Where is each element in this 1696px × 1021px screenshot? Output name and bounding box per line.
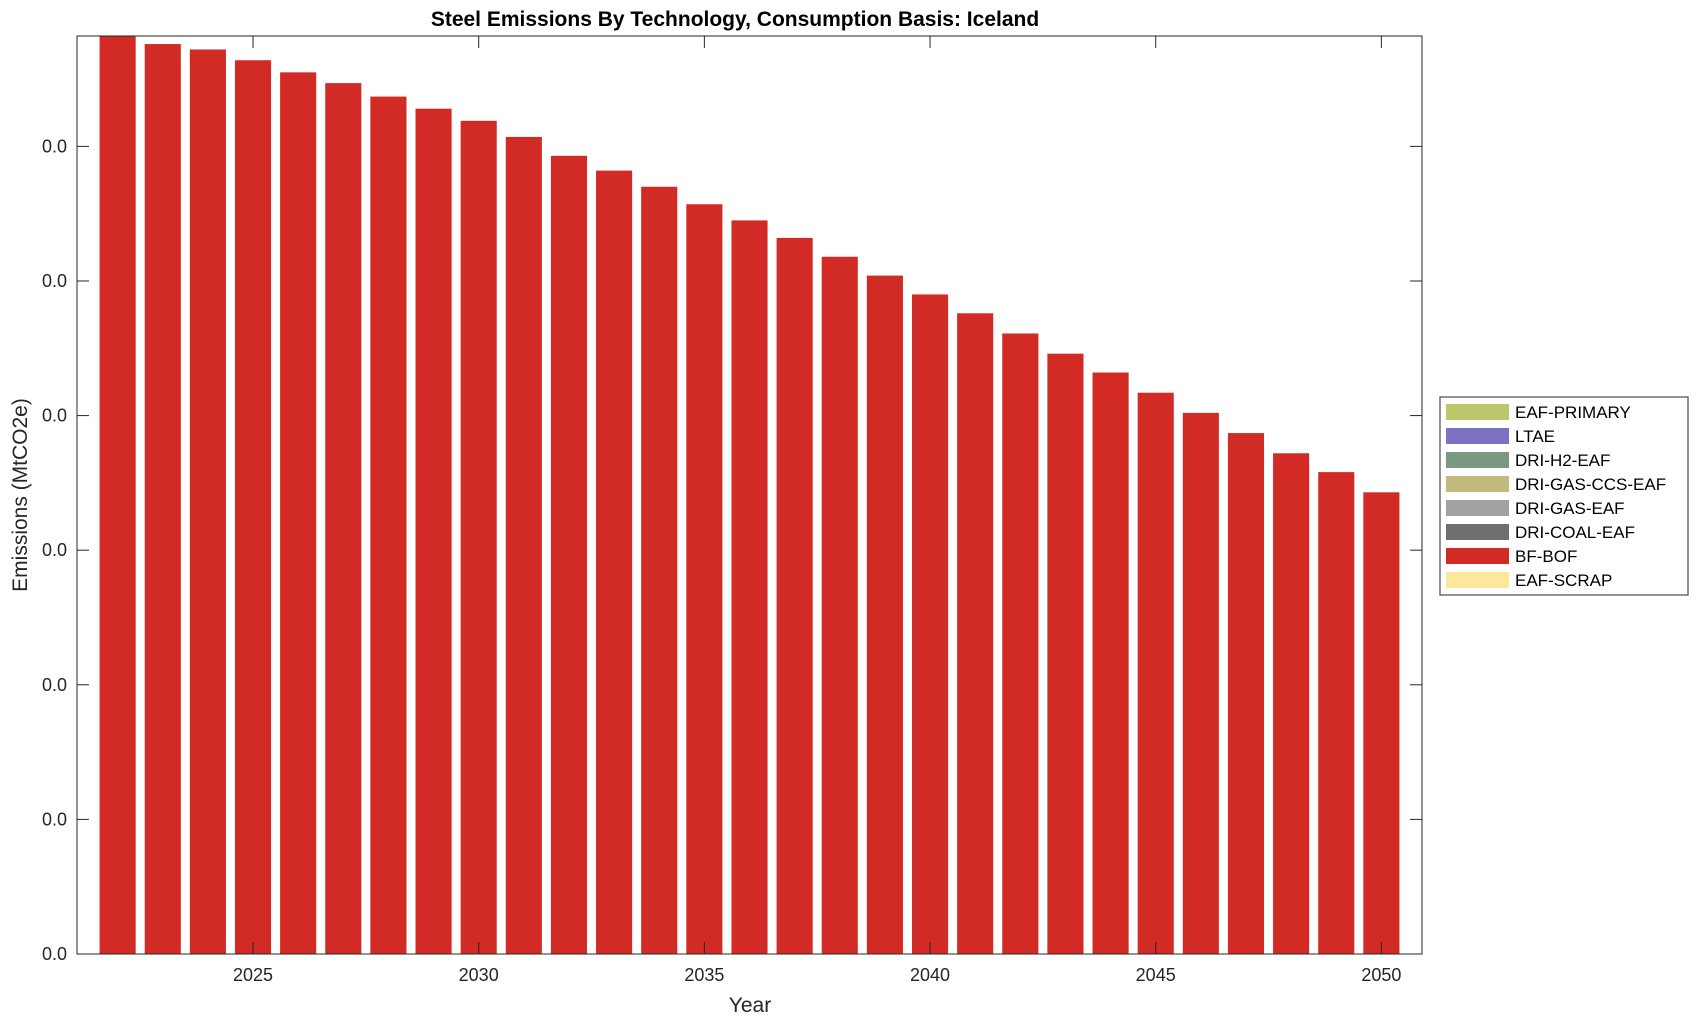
- bar-bf-bof-2037: [776, 237, 813, 955]
- chart-title: Steel Emissions By Technology, Consumpti…: [431, 8, 1039, 31]
- legend-label-dri-coal-eaf: DRI-COAL-EAF: [1515, 523, 1635, 542]
- legend-swatch-dri-h2-eaf: [1446, 452, 1509, 468]
- x-tick-label: 2050: [1361, 965, 1401, 985]
- x-tick-label: 2040: [910, 965, 950, 985]
- legend-label-bf-bof: BF-BOF: [1515, 547, 1577, 566]
- bar-bf-bof-2024: [189, 49, 226, 955]
- y-tick-label: 0.0: [42, 136, 67, 156]
- bar-bf-bof-2026: [280, 72, 317, 954]
- legend-label-dri-h2-eaf: DRI-H2-EAF: [1515, 451, 1610, 470]
- legend-label-ltae: LTAE: [1515, 427, 1555, 446]
- bar-bf-bof-2031: [505, 136, 542, 955]
- bar-bf-bof-2036: [731, 220, 768, 955]
- bar-bf-bof-2023: [144, 44, 181, 955]
- bar-bf-bof-2034: [641, 186, 678, 954]
- bar-bf-bof-2038: [821, 256, 858, 954]
- bar-bf-bof-2039: [866, 275, 903, 954]
- bar-bf-bof-2022: [99, 36, 136, 954]
- legend-swatch-ltae: [1446, 428, 1509, 444]
- y-tick-label: 0.0: [42, 271, 67, 291]
- legend-swatch-eaf-scrap: [1446, 572, 1509, 588]
- legend-label-dri-gas-ccs-eaf: DRI-GAS-CCS-EAF: [1515, 475, 1666, 494]
- bar-bf-bof-2048: [1273, 453, 1310, 954]
- y-tick-label: 0.0: [42, 809, 67, 829]
- bar-bf-bof-2049: [1318, 472, 1355, 954]
- x-tick-label: 2045: [1136, 965, 1176, 985]
- x-tick-label: 2035: [684, 965, 724, 985]
- bar-bf-bof-2030: [460, 120, 497, 954]
- bars-layer: [99, 36, 1400, 955]
- legend-swatch-eaf-primary: [1446, 404, 1509, 420]
- bar-bf-bof-2035: [686, 204, 723, 954]
- y-axis-ticks: 0.0 0.0 0.0 0.0 0.0 0.0 0.0: [42, 136, 1422, 964]
- bar-bf-bof-2028: [370, 96, 407, 955]
- x-tick-label: 2030: [459, 965, 499, 985]
- y-tick-label: 0.0: [42, 675, 67, 695]
- legend-swatch-dri-coal-eaf: [1446, 524, 1509, 540]
- bar-bf-bof-2043: [1047, 353, 1084, 955]
- legend: EAF-PRIMARY LTAE DRI-H2-EAF DRI-GAS-CCS-EAF…: [1439, 396, 1689, 596]
- bar-bf-bof-2046: [1182, 412, 1219, 955]
- legend-label-dri-gas-eaf: DRI-GAS-EAF: [1515, 499, 1625, 518]
- y-tick-label: 0.0: [42, 540, 67, 560]
- x-axis-label: Year: [729, 994, 771, 1017]
- legend-swatch-bf-bof: [1446, 548, 1509, 564]
- legend-label-eaf-primary: EAF-PRIMARY: [1515, 403, 1631, 422]
- bar-bf-bof-2044: [1092, 372, 1129, 954]
- bar-bf-bof-2033: [596, 170, 633, 954]
- x-tick-label: 2025: [233, 965, 273, 985]
- y-tick-label: 0.0: [42, 406, 67, 426]
- bar-bf-bof-2040: [911, 294, 949, 954]
- legend-swatch-dri-gas-ccs-eaf: [1446, 476, 1509, 492]
- bar-bf-bof-2045: [1137, 392, 1174, 954]
- bar-bf-bof-2050: [1363, 492, 1400, 954]
- x-axis-ticks: 2025 2030 2035 2040 2045 2050: [233, 36, 1401, 985]
- bar-bf-bof-2047: [1227, 433, 1265, 954]
- bar-bf-bof-2029: [415, 108, 452, 954]
- bar-bf-bof-2041: [957, 313, 994, 955]
- y-tick-label: 0.0: [42, 944, 67, 964]
- bar-bf-bof-2042: [1002, 333, 1039, 954]
- plot-area-frame: [76, 35, 1423, 955]
- y-axis-label: Emissions (MtCO2e): [9, 398, 32, 592]
- bar-bf-bof-2032: [550, 155, 588, 954]
- bar-bf-bof-2027: [325, 83, 362, 954]
- bar-bf-bof-2025: [234, 60, 272, 954]
- legend-swatch-dri-gas-eaf: [1446, 500, 1509, 516]
- legend-label-eaf-scrap: EAF-SCRAP: [1515, 571, 1612, 590]
